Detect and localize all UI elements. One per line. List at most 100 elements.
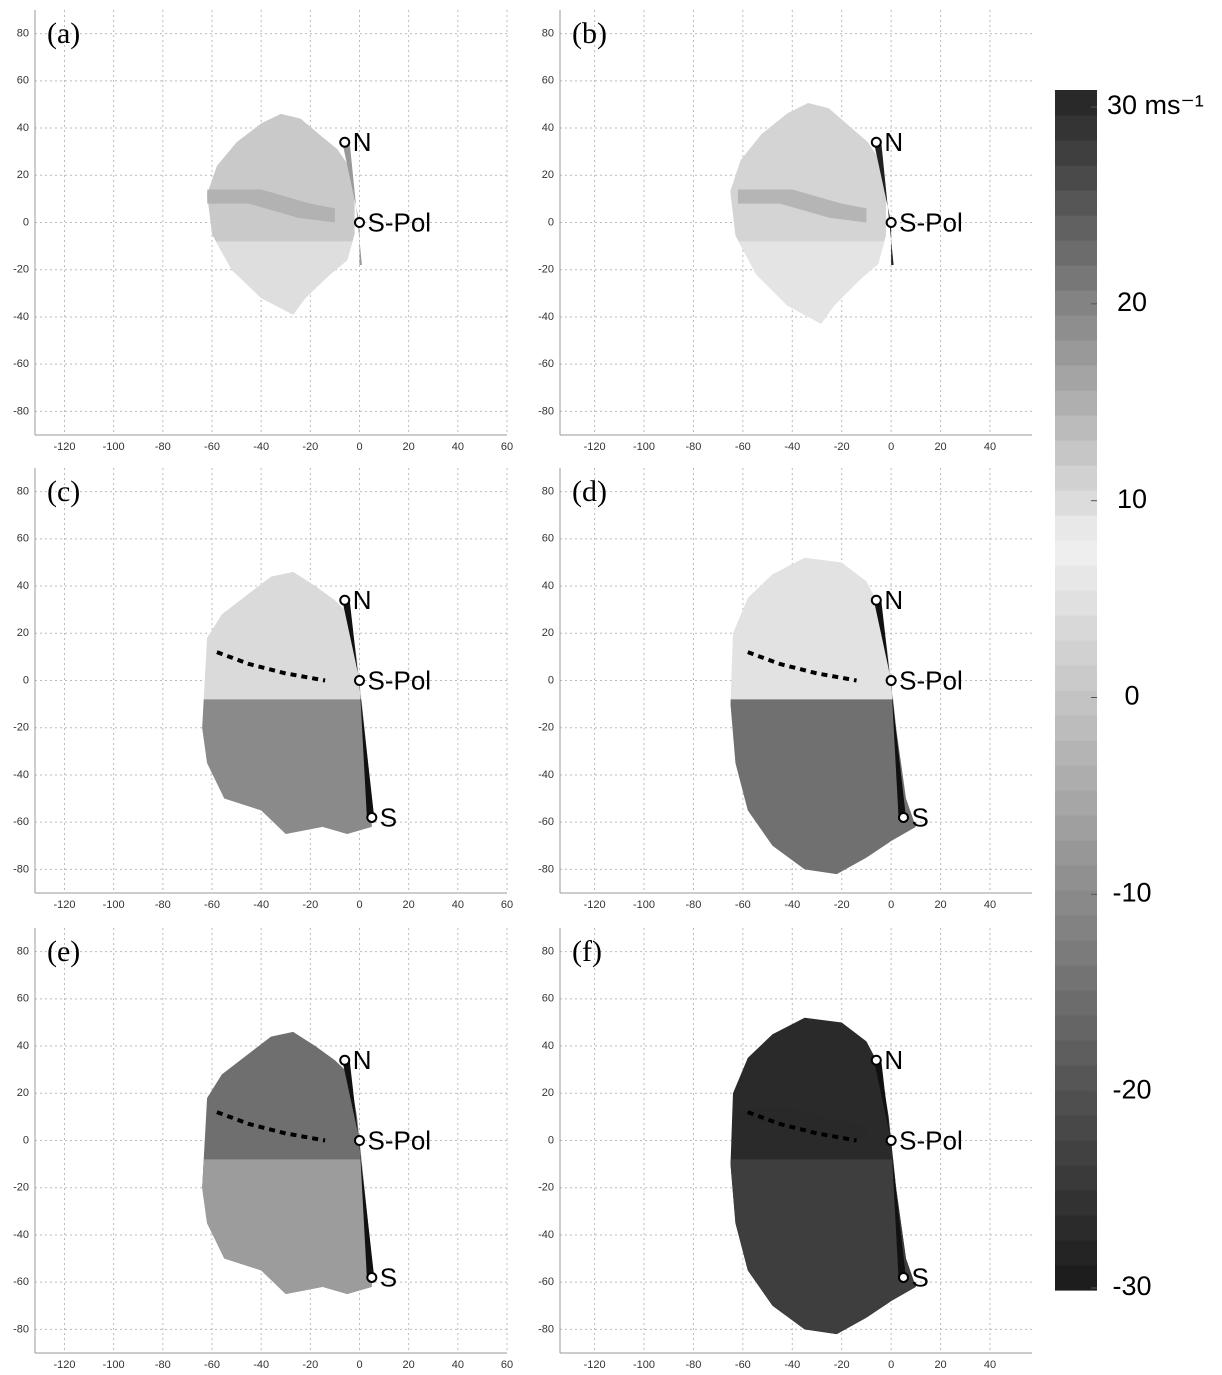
y-tick-label: 80	[542, 28, 554, 40]
colorbar-band	[1055, 1165, 1097, 1191]
x-tick-label: -60	[204, 1359, 220, 1371]
colorbar-band	[1055, 1265, 1097, 1291]
y-tick-label: 0	[548, 1134, 554, 1146]
panel: -80-60-40-20020406080-120-100-80-60-40-2…	[13, 468, 513, 911]
y-tick-label: -20	[13, 1182, 29, 1194]
x-tick-label: -120	[584, 1359, 606, 1371]
y-tick-label: 60	[542, 75, 554, 87]
colorbar-band	[1055, 365, 1097, 391]
colorbar-band	[1055, 240, 1097, 266]
colorbar-band	[1055, 815, 1097, 841]
x-tick-label: -100	[633, 1359, 655, 1371]
colorbar-band	[1055, 440, 1097, 466]
x-tick-label: -40	[784, 441, 800, 453]
x-tick-label: 60	[501, 899, 513, 911]
colorbar-band	[1055, 665, 1097, 691]
y-tick-label: 80	[17, 28, 29, 40]
colorbar-band	[1055, 390, 1097, 416]
x-tick-label: 40	[452, 899, 464, 911]
station-marker	[367, 813, 376, 822]
x-tick-label: 40	[984, 441, 996, 453]
colorbar-band	[1055, 715, 1097, 741]
y-tick-label: -40	[13, 311, 29, 323]
station-marker	[340, 1056, 349, 1065]
colorbar-band	[1055, 215, 1097, 241]
x-tick-label: 0	[356, 1359, 362, 1371]
x-tick-label: -20	[834, 1359, 850, 1371]
station-marker	[355, 676, 364, 685]
colorbar-band	[1055, 590, 1097, 616]
station-marker	[355, 1136, 364, 1145]
x-tick-label: -80	[155, 1359, 171, 1371]
x-tick-label: -100	[103, 899, 125, 911]
y-tick-label: -80	[538, 1323, 554, 1335]
y-tick-label: 40	[17, 580, 29, 592]
y-tick-label: -40	[538, 769, 554, 781]
station-label: S-Pol	[899, 1125, 963, 1155]
colorbar-band	[1055, 140, 1097, 166]
x-tick-label: -80	[155, 899, 171, 911]
colorbar-band	[1055, 465, 1097, 491]
colorbar-band	[1055, 115, 1097, 141]
colorbar-label: 20	[1117, 287, 1147, 317]
panel-label: (c)	[47, 475, 80, 508]
x-tick-label: -100	[103, 1359, 125, 1371]
station-label: S-Pol	[899, 207, 963, 237]
station-label: N	[884, 585, 903, 615]
colorbar-band	[1055, 1040, 1097, 1066]
x-tick-label: 0	[888, 441, 894, 453]
x-tick-label: 20	[934, 1359, 946, 1371]
y-tick-label: -80	[13, 405, 29, 417]
x-tick-label: -20	[302, 441, 318, 453]
y-tick-label: 80	[542, 486, 554, 498]
x-tick-label: -40	[253, 441, 269, 453]
y-tick-label: -20	[538, 264, 554, 276]
station-marker	[899, 1273, 908, 1282]
station-marker	[340, 596, 349, 605]
y-tick-label: -80	[538, 863, 554, 875]
x-tick-label: -120	[584, 899, 606, 911]
colorbar-band	[1055, 1015, 1097, 1041]
station-label: N	[353, 127, 372, 157]
x-tick-label: 40	[452, 441, 464, 453]
x-tick-label: -60	[204, 441, 220, 453]
x-tick-label: -60	[204, 899, 220, 911]
x-tick-label: 60	[501, 441, 513, 453]
y-tick-label: 0	[23, 216, 29, 228]
y-tick-label: -80	[538, 405, 554, 417]
x-tick-label: -80	[155, 441, 171, 453]
y-tick-label: -40	[13, 1229, 29, 1241]
x-tick-label: -120	[53, 441, 75, 453]
colorbar-band	[1055, 765, 1097, 791]
station-label: S-Pol	[368, 665, 432, 695]
x-tick-label: -100	[633, 441, 655, 453]
colorbar-band	[1055, 1190, 1097, 1216]
station-label: N	[884, 127, 903, 157]
y-tick-label: 80	[542, 946, 554, 958]
y-tick-label: 40	[17, 1040, 29, 1052]
colorbar-band	[1055, 1115, 1097, 1141]
colorbar-band	[1055, 190, 1097, 216]
colorbar-label: -30	[1112, 1271, 1151, 1301]
station-marker	[872, 596, 881, 605]
colorbar-band	[1055, 1215, 1097, 1241]
y-tick-label: 40	[17, 122, 29, 134]
panel-label: (d)	[572, 475, 607, 508]
colorbar-band	[1055, 640, 1097, 666]
colorbar-band	[1055, 415, 1097, 441]
y-tick-label: 40	[542, 1040, 554, 1052]
y-tick-label: 20	[17, 1087, 29, 1099]
x-tick-label: -120	[53, 1359, 75, 1371]
y-tick-label: 60	[17, 993, 29, 1005]
station-label: S	[911, 802, 928, 832]
x-tick-label: -120	[584, 441, 606, 453]
colorbar-band	[1055, 515, 1097, 541]
station-marker	[899, 813, 908, 822]
station-marker	[355, 218, 364, 227]
x-tick-label: -120	[53, 899, 75, 911]
colorbar-band	[1055, 540, 1097, 566]
panel: -80-60-40-20020406080-120-100-80-60-40-2…	[538, 468, 1032, 911]
colorbar-band	[1055, 565, 1097, 591]
colorbar-band	[1055, 1090, 1097, 1116]
colorbar-band	[1055, 90, 1097, 116]
